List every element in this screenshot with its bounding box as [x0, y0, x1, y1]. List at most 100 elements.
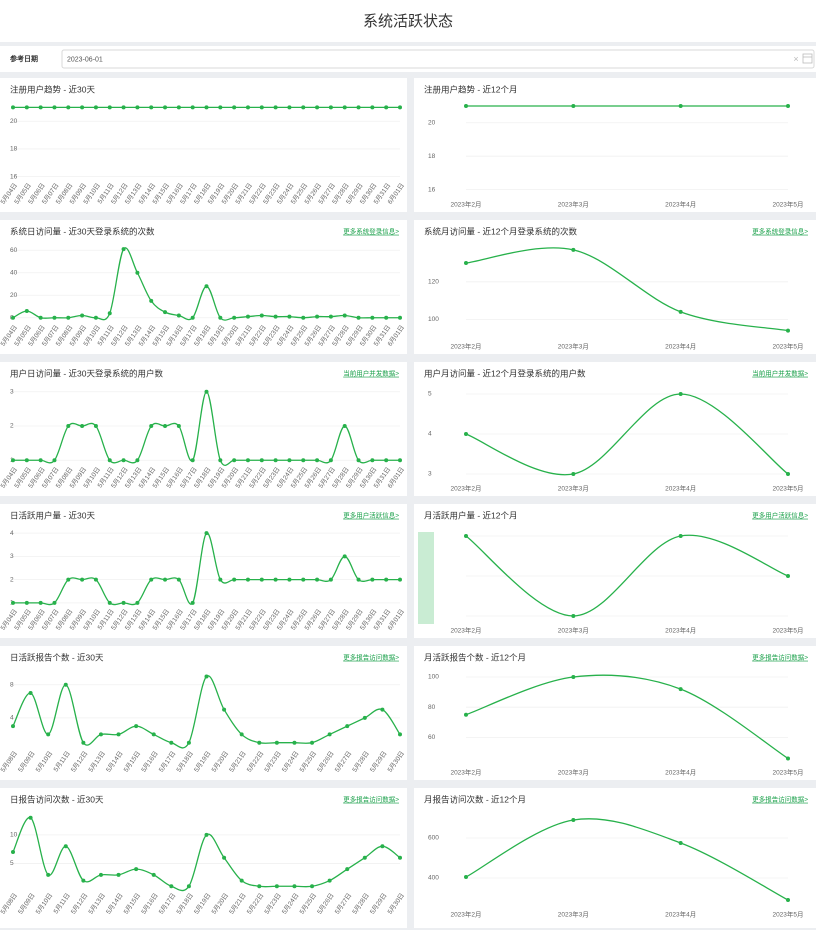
data-point	[134, 867, 139, 872]
detail-link[interactable]: 更多报告访问数据>	[752, 795, 808, 804]
y-tick-label: 16	[10, 173, 18, 180]
data-point	[163, 105, 168, 110]
data-point	[80, 577, 85, 582]
chart-title: 日报告访问次数 - 近30天	[10, 794, 104, 804]
chart-panel: 日活跃用户量 - 近30天更多用户活跃信息>12345月04日5月05日5月06…	[0, 504, 407, 638]
chart-title: 注册用户趋势 - 近30天	[10, 84, 96, 94]
data-point	[93, 577, 98, 582]
clear-icon[interactable]: ×	[793, 54, 798, 64]
data-point	[571, 675, 576, 680]
data-point	[190, 105, 195, 110]
detail-link[interactable]: 更多用户活跃信息>	[343, 511, 399, 520]
data-point	[274, 884, 279, 889]
data-point	[273, 577, 278, 582]
y-tick-label: 2	[10, 576, 14, 583]
chart-title: 系统月访问量 - 近12个月登录系统的次数	[424, 226, 578, 236]
y-tick-label: 18	[428, 153, 436, 160]
data-point	[190, 600, 195, 605]
data-point	[176, 313, 181, 318]
series-line	[465, 247, 789, 332]
y-tick-label: 400	[428, 875, 439, 882]
data-point	[342, 554, 347, 559]
y-tick-label: 100	[428, 316, 439, 323]
x-tick-label: 2023年3月	[558, 910, 589, 919]
chart-title: 系统日访问量 - 近30天登录系统的次数	[10, 226, 155, 236]
data-point	[342, 424, 347, 428]
panel-bg	[0, 504, 407, 638]
data-point	[218, 315, 223, 320]
data-point	[11, 724, 15, 729]
data-point	[292, 884, 297, 889]
detail-link[interactable]: 更多报告访问数据>	[752, 653, 808, 662]
data-point	[218, 577, 223, 582]
date-input[interactable]	[61, 49, 815, 69]
data-point	[678, 104, 683, 108]
data-point	[135, 458, 140, 463]
data-point	[315, 577, 320, 582]
detail-link[interactable]: 更多报告访问数据>	[343, 653, 399, 662]
header-bar	[0, 0, 816, 42]
y-tick-label: 2	[10, 423, 14, 430]
detail-link[interactable]: 更多系统登录信息>	[752, 227, 808, 236]
chart-panel: 月活跃报告个数 - 近12个月 更多报告访问数据> 60 80 100 2023年2月 20…	[414, 646, 816, 780]
data-point	[151, 872, 156, 877]
data-point	[362, 715, 367, 720]
data-point	[163, 577, 168, 582]
data-point	[245, 105, 250, 110]
data-point	[370, 458, 375, 463]
data-point	[273, 314, 278, 319]
detail-link[interactable]: 更多系统登录信息>	[343, 227, 399, 236]
x-tick-label: 2023年4月	[665, 626, 696, 635]
data-point	[398, 855, 402, 860]
data-point	[328, 577, 333, 582]
data-point	[38, 105, 43, 110]
data-point	[46, 872, 51, 877]
panel-bg	[414, 504, 816, 638]
data-point	[398, 577, 402, 582]
data-point	[259, 577, 264, 582]
data-point	[176, 105, 181, 110]
y-tick-label: 20	[10, 118, 18, 125]
data-point	[28, 691, 33, 696]
data-point	[11, 600, 15, 605]
data-point	[28, 815, 33, 820]
y-tick-label: 3	[10, 553, 14, 560]
x-tick-label: 2023年3月	[558, 200, 589, 209]
data-point	[151, 732, 156, 737]
data-point	[356, 577, 361, 582]
data-point	[786, 756, 790, 761]
calendar-icon[interactable]	[802, 53, 813, 64]
data-point	[786, 328, 790, 333]
data-point	[232, 458, 237, 463]
data-point	[66, 424, 71, 428]
detail-link[interactable]: 当前用户并发数据>	[752, 369, 808, 378]
data-point	[327, 732, 332, 737]
x-tick-label: 2023年5月	[772, 626, 803, 635]
data-point	[678, 392, 683, 396]
detail-link[interactable]: 更多报告访问数据>	[343, 795, 399, 804]
data-point	[11, 315, 15, 320]
panel-bg	[414, 220, 816, 354]
data-point	[287, 314, 292, 319]
y-tick-label: 3	[10, 388, 14, 395]
data-point	[259, 458, 264, 463]
axis-highlight	[418, 532, 434, 624]
data-point	[464, 261, 468, 266]
y-tick-label: 5	[428, 391, 432, 398]
detail-link[interactable]: 当前用户并发数据>	[343, 369, 399, 378]
data-point	[678, 309, 683, 314]
data-point	[186, 740, 191, 745]
data-point	[116, 732, 121, 737]
chart-title: 日活跃用户量 - 近30天	[10, 510, 96, 520]
data-point	[24, 600, 29, 605]
data-point	[81, 740, 86, 745]
y-tick-label: 4	[10, 715, 14, 722]
data-point	[98, 732, 103, 737]
chart-title: 月活跃报告个数 - 近12个月	[424, 652, 526, 662]
data-point	[98, 872, 103, 877]
data-point	[52, 315, 57, 320]
detail-link[interactable]: 更多用户活跃信息>	[752, 511, 808, 520]
data-point	[218, 458, 223, 463]
